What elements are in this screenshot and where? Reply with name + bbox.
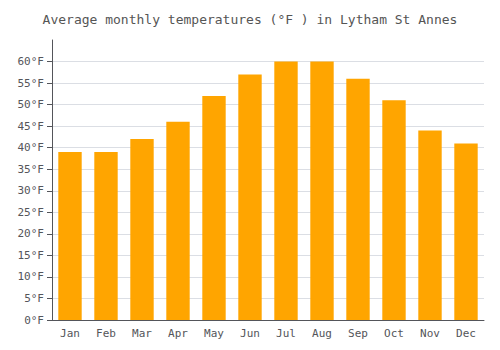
svg-text:Jun: Jun: [240, 327, 260, 340]
svg-text:0°F: 0°F: [24, 314, 44, 327]
svg-text:55°F: 55°F: [18, 77, 45, 90]
svg-text:40°F: 40°F: [18, 141, 45, 154]
svg-text:Jul: Jul: [276, 327, 296, 340]
svg-text:20°F: 20°F: [18, 227, 45, 240]
svg-text:50°F: 50°F: [18, 98, 45, 111]
svg-text:Oct: Oct: [384, 327, 404, 340]
svg-text:Feb: Feb: [96, 327, 116, 340]
svg-text:30°F: 30°F: [18, 184, 45, 197]
svg-text:25°F: 25°F: [18, 206, 45, 219]
svg-text:5°F: 5°F: [24, 292, 44, 305]
svg-text:45°F: 45°F: [18, 120, 45, 133]
svg-text:May: May: [204, 327, 224, 340]
svg-text:Apr: Apr: [168, 327, 188, 340]
svg-text:Mar: Mar: [132, 327, 152, 340]
svg-text:15°F: 15°F: [18, 249, 45, 262]
svg-text:10°F: 10°F: [18, 270, 45, 283]
svg-text:Jan: Jan: [60, 327, 80, 340]
svg-text:60°F: 60°F: [18, 55, 45, 68]
svg-text:Sep: Sep: [348, 327, 368, 340]
svg-text:Nov: Nov: [420, 327, 440, 340]
svg-text:Average monthly temperatures (: Average monthly temperatures (°F ) in Ly…: [43, 12, 458, 27]
svg-text:35°F: 35°F: [18, 163, 45, 176]
svg-text:Aug: Aug: [312, 327, 332, 340]
svg-text:Dec: Dec: [456, 327, 476, 340]
